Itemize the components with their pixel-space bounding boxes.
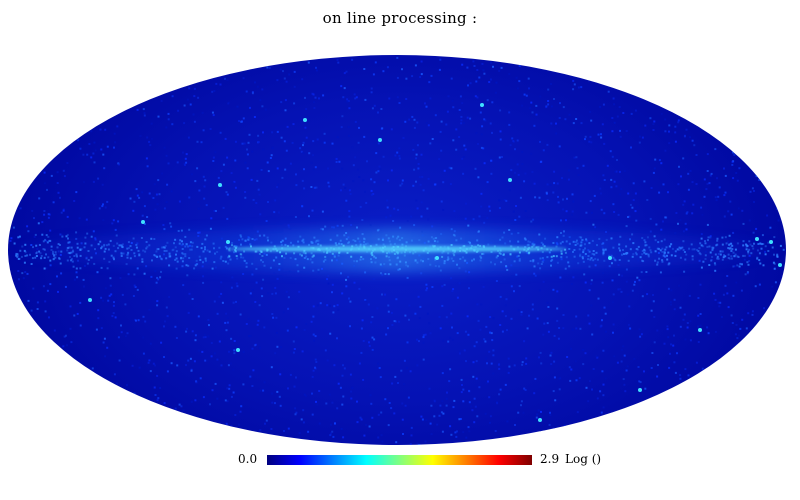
point-source bbox=[698, 328, 702, 332]
colorbar-gradient bbox=[267, 455, 532, 465]
point-source bbox=[755, 237, 759, 241]
galactic-plane-core bbox=[227, 246, 567, 252]
point-source bbox=[608, 256, 612, 260]
colorbar-min-label: 0.0 bbox=[238, 452, 258, 466]
point-source bbox=[508, 178, 512, 182]
point-source bbox=[769, 240, 773, 244]
colorbar-max-label: 2.9 bbox=[540, 452, 560, 466]
point-source bbox=[88, 298, 92, 302]
point-source bbox=[435, 256, 439, 260]
colorbar bbox=[267, 455, 532, 465]
point-source bbox=[303, 118, 307, 122]
point-source bbox=[218, 183, 222, 187]
point-source bbox=[480, 103, 484, 107]
point-source bbox=[778, 263, 782, 267]
point-source bbox=[141, 220, 145, 224]
point-sources bbox=[88, 103, 782, 422]
point-source bbox=[538, 418, 542, 422]
point-source bbox=[378, 138, 382, 142]
plot-title: on line processing : bbox=[322, 9, 478, 27]
point-source bbox=[638, 388, 642, 392]
point-source bbox=[236, 348, 240, 352]
point-source bbox=[226, 240, 230, 244]
colorbar-unit-label: Log () bbox=[565, 452, 602, 466]
